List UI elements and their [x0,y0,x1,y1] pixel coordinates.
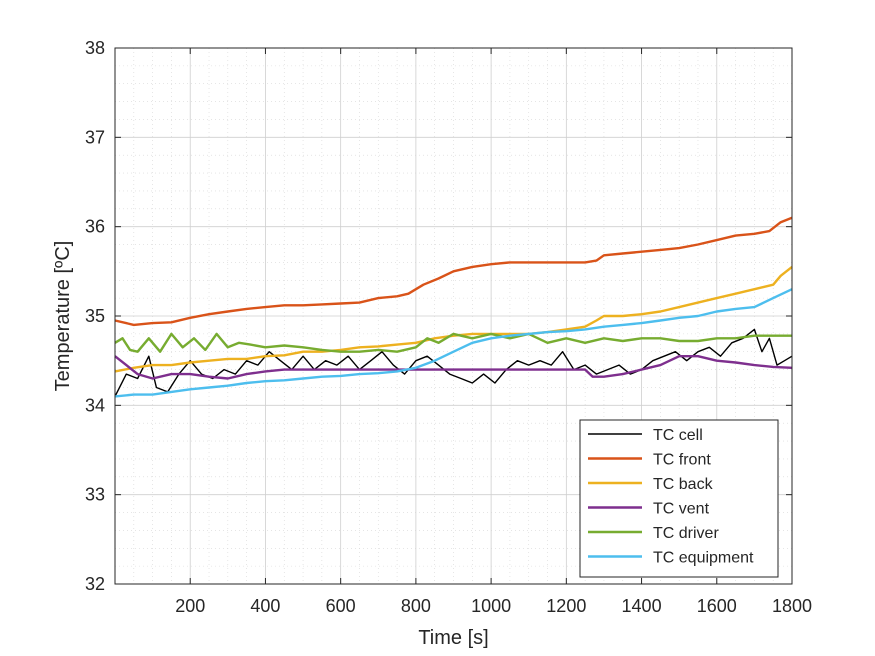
y-axis-label: Temperature [ºC] [52,241,74,392]
y-tick-label: 36 [85,217,105,237]
legend-entry: TC equipment [653,550,754,567]
series-line-1 [114,328,793,397]
x-tick-labels: 200 400 600 800 1000 1200 1400 1600 1800 [175,596,812,616]
legend-entry: TC driver [653,525,719,542]
legend: TC cell TC front TC back TC vent TC driver TC… [579,419,779,578]
x-tick-label: 1000 [471,596,511,616]
x-tick-label: 1200 [546,596,586,616]
y-tick-label: 38 [85,38,105,58]
y-tick-label: 32 [85,574,105,594]
x-tick-label: 1400 [622,596,662,616]
legend-entry: TC back [653,476,714,493]
legend-entry: TC vent [653,501,710,518]
series-line-4 [114,355,793,380]
y-tick-label: 37 [85,127,105,147]
y-tick-label: 33 [85,485,105,505]
series-line-3 [114,265,793,373]
legend-entry: TC front [653,452,711,469]
x-tick-label: 1600 [697,596,737,616]
series-line-2 [114,216,793,327]
x-tick-label: 200 [175,596,205,616]
axis-ticks [115,47,793,585]
x-tick-label: 800 [401,596,431,616]
x-axis-label: Time [s] [418,627,488,649]
series-line-5 [114,332,792,353]
series-line-6 [114,288,793,398]
legend-box [579,419,779,578]
y-tick-label: 34 [85,395,105,415]
series-layer [114,216,793,398]
x-tick-label: 600 [326,596,356,616]
x-tick-label: 1800 [772,596,812,616]
y-tick-label: 35 [85,306,105,326]
x-tick-label: 400 [250,596,280,616]
legend-entry: TC cell [653,427,703,444]
y-tick-labels: 32 33 34 35 36 37 38 [85,38,105,594]
